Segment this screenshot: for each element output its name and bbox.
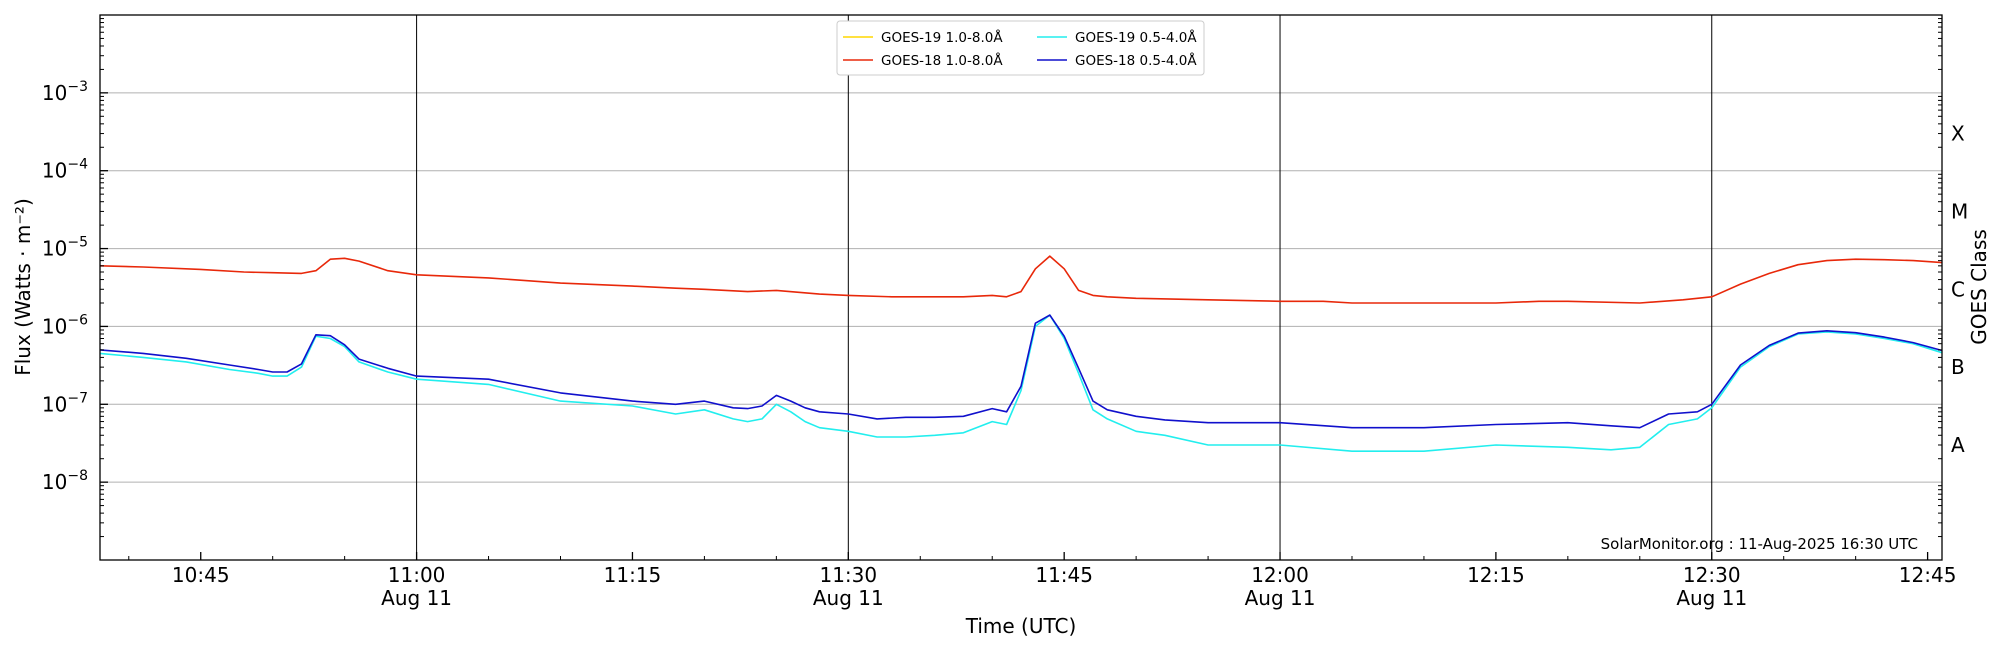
x-tick-date-label: Aug 11 <box>813 586 884 610</box>
y-tick-label: 10−4 <box>42 157 88 183</box>
y-tick-label: 10−6 <box>42 312 88 338</box>
x-tick-label: 12:45 <box>1899 563 1957 587</box>
goes-class-label: A <box>1951 433 1965 457</box>
goes-class-label: X <box>1951 122 1965 146</box>
legend: GOES-19 1.0-8.0Å GOES-18 1.0-8.0Å GOES-19 … <box>836 20 1205 76</box>
legend-label: GOES-18 1.0-8.0Å <box>881 52 1003 69</box>
y-tick-label: 10−5 <box>42 235 88 261</box>
goes-class-label: B <box>1951 355 1965 379</box>
x-tick-label: 11:00 <box>388 563 446 587</box>
x-tick-label: 12:30 <box>1683 563 1741 587</box>
x-tick-label: 10:45 <box>172 563 230 587</box>
x-tick-label: 12:00 <box>1251 563 1309 587</box>
series-line-3 <box>99 314 1943 429</box>
legend-label: GOES-19 0.5-4.0Å <box>1075 29 1197 46</box>
y-axis-title: Flux (Watts · m⁻²) <box>11 198 35 376</box>
legend-label: GOES-18 0.5-4.0Å <box>1075 52 1197 69</box>
x-tick-label: 11:15 <box>604 563 662 587</box>
y-tick-label: 10−3 <box>42 79 88 105</box>
series-line-2 <box>99 314 1943 453</box>
goes-class-axis-title: GOES Class <box>1967 229 1991 345</box>
credit-annotation: SolarMonitor.org : 11-Aug-2025 16:30 UTC <box>1601 535 1918 553</box>
x-tick-date-label: Aug 11 <box>1676 586 1747 610</box>
x-axis-title: Time (UTC) <box>965 614 1077 638</box>
legend-box <box>836 20 1205 76</box>
x-tick-date-label: Aug 11 <box>381 586 452 610</box>
goes-class-label: C <box>1951 277 1965 301</box>
y-tick-label: 10−8 <box>42 468 88 494</box>
legend-label: GOES-19 1.0-8.0Å <box>881 29 1003 46</box>
goes-class-label: M <box>1951 199 1968 223</box>
series-line-1 <box>99 255 1943 304</box>
grid-layer <box>100 15 1942 560</box>
x-tick-label: 12:15 <box>1467 563 1525 587</box>
y-tick-label: 10−7 <box>42 390 88 416</box>
x-tick-date-label: Aug 11 <box>1245 586 1316 610</box>
series-layer <box>99 255 1943 453</box>
x-tick-label: 11:45 <box>1035 563 1093 587</box>
plot-frame <box>99 14 1943 561</box>
x-tick-label: 11:30 <box>819 563 877 587</box>
